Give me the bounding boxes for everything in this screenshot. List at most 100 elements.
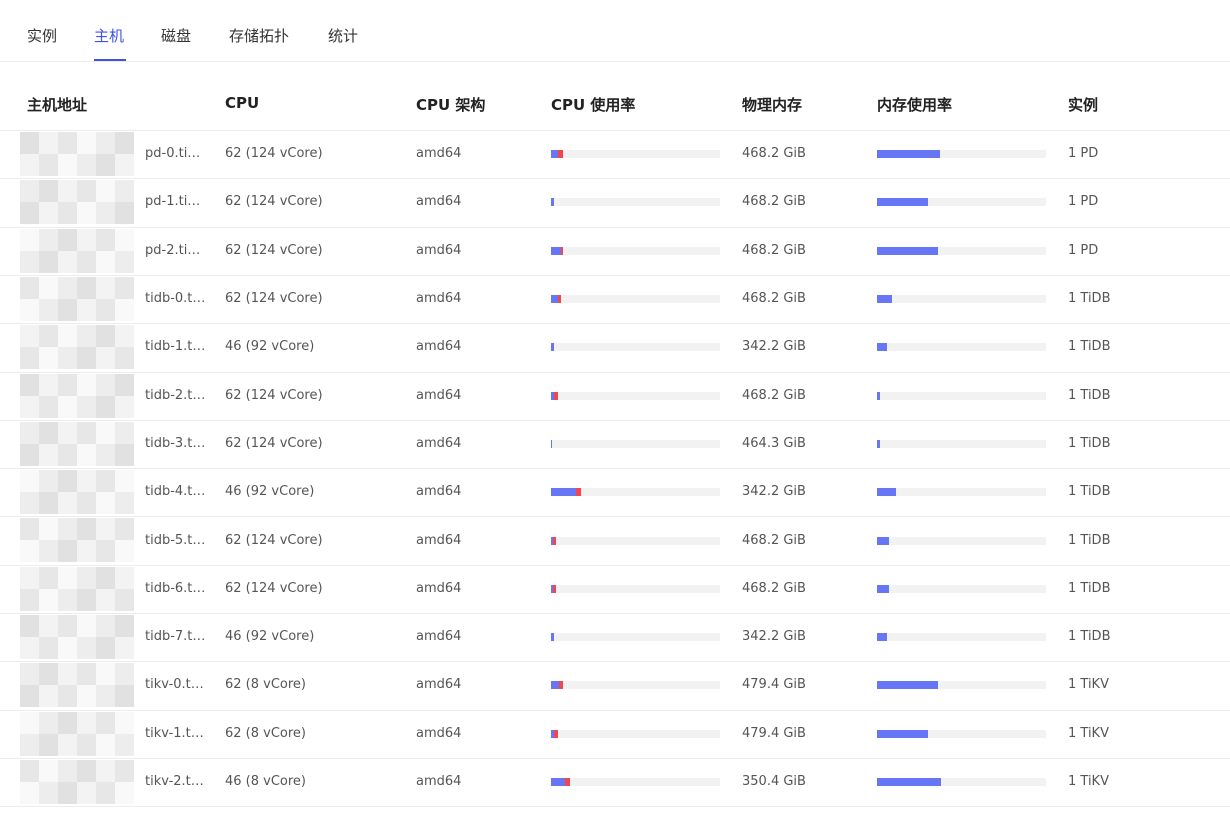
cpu-user-bar [551, 536, 553, 545]
cpu-user-bar [551, 150, 558, 159]
host: tidb-1.t… [145, 339, 206, 355]
redacted-block [20, 663, 39, 686]
redacted-block [20, 759, 39, 782]
redacted-block [58, 637, 77, 659]
redacted-block [77, 325, 96, 348]
redacted-block [96, 154, 115, 176]
redacted-block [58, 132, 77, 154]
redacted-block [20, 588, 39, 611]
tab[interactable]: 实例 [27, 27, 58, 45]
redacted-block [115, 492, 134, 515]
instance: 1 TiDB [1068, 532, 1111, 548]
redacted-block [39, 711, 58, 734]
mem-usage-track [877, 439, 1046, 448]
cpu-usage-track [551, 295, 720, 304]
redacted-block [58, 228, 77, 251]
memory: 468.2 GiB [742, 387, 806, 403]
memory: 468.2 GiB [742, 532, 806, 548]
cpu-sys-bar [554, 391, 558, 400]
redacted-block [115, 540, 134, 563]
column-header: 实例 [1068, 96, 1099, 114]
redacted-block [20, 615, 39, 637]
redacted-block [115, 663, 134, 686]
arch: amd64 [416, 291, 462, 307]
redacted-block [39, 685, 58, 708]
memory: 468.2 GiB [742, 580, 806, 596]
host: tidb-7.t… [145, 629, 206, 645]
cpu-user-bar [551, 584, 553, 593]
tab[interactable]: 统计 [328, 27, 359, 45]
redacted-block [115, 637, 134, 659]
redacted-block [58, 373, 77, 396]
tab-divider [0, 61, 1230, 62]
redacted-block [39, 663, 58, 686]
redacted-block [115, 733, 134, 756]
cpu-usage-track [551, 633, 720, 642]
cpu-usage-track [551, 729, 720, 738]
mem-usage-track [877, 633, 1046, 642]
instance: 1 PD [1068, 242, 1099, 258]
redacted-block [115, 781, 134, 804]
instance: 1 TiDB [1068, 339, 1111, 355]
mem-usage-bar [877, 729, 928, 738]
row-divider [0, 661, 1230, 663]
redacted-block [58, 492, 77, 515]
cpu-user-bar [551, 633, 555, 642]
redacted-block [20, 373, 39, 396]
redacted-block [39, 637, 58, 659]
redacted-block [77, 373, 96, 396]
redacted-block [39, 588, 58, 611]
mem-usage-bar [877, 633, 888, 642]
tab[interactable]: 主机 [94, 27, 125, 45]
tab[interactable]: 磁盘 [161, 27, 192, 45]
redacted-block [96, 711, 115, 734]
arch: amd64 [416, 194, 462, 210]
arch: amd64 [416, 242, 462, 258]
host: tidb-6.t… [145, 580, 206, 596]
host: tikv-2.t… [145, 774, 204, 790]
redacted-block [77, 180, 96, 203]
cpu-user-bar [551, 681, 560, 690]
mem-usage-track [877, 295, 1046, 304]
redacted-block [77, 347, 96, 370]
cpu-usage-track [551, 488, 720, 497]
column-header: CPU 架构 [416, 96, 486, 114]
cpu: 46 (92 vCore) [225, 629, 315, 645]
cpu: 62 (124 vCore) [225, 580, 323, 596]
redacted-block [96, 347, 115, 370]
mem-usage-bar [877, 488, 896, 497]
redacted-block [39, 781, 58, 804]
host: tidb-2.t… [145, 387, 206, 403]
instance: 1 PD [1068, 146, 1099, 162]
column-header: CPU [225, 94, 260, 112]
redacted-block [58, 325, 77, 348]
redacted-block [77, 492, 96, 515]
redacted-block [77, 518, 96, 541]
cpu: 62 (124 vCore) [225, 532, 323, 548]
redacted-block [115, 395, 134, 418]
cpu-user-bar [551, 778, 565, 787]
cpu-user-bar [551, 295, 558, 304]
redacted-block [77, 566, 96, 589]
redacted-block [20, 637, 39, 659]
arch: amd64 [416, 484, 462, 500]
cpu: 46 (92 vCore) [225, 484, 315, 500]
tab[interactable]: 存储拓扑 [229, 27, 290, 45]
redacted-block [20, 470, 39, 493]
cpu-sys-bar [552, 536, 557, 545]
row-divider [0, 274, 1230, 276]
instance: 1 TiDB [1068, 484, 1111, 500]
row-divider [0, 564, 1230, 566]
redacted-block [20, 202, 39, 225]
redacted-block [115, 154, 134, 176]
cpu-usage-track [551, 536, 720, 545]
redacted-block [115, 276, 134, 299]
host: tidb-4.t… [145, 484, 206, 500]
cpu: 46 (8 vCore) [225, 774, 307, 790]
redacted-block [96, 685, 115, 708]
redacted-block [77, 685, 96, 708]
redacted-block [58, 540, 77, 563]
redacted-block [39, 202, 58, 225]
redacted-block [20, 250, 39, 273]
cpu-sys-bar [557, 150, 563, 159]
